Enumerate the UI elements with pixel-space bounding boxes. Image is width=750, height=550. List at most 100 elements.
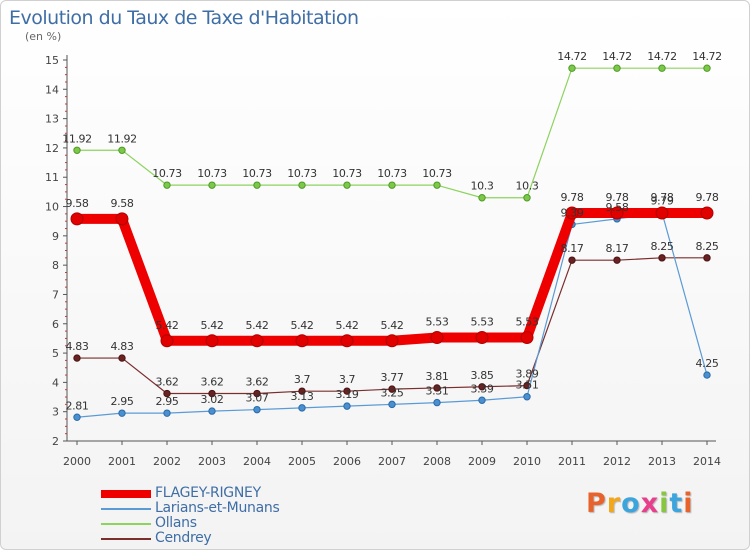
data-label: 10.73	[377, 167, 407, 180]
data-point	[115, 212, 129, 226]
data-point	[208, 181, 216, 189]
legend-swatch	[101, 490, 151, 498]
data-label: 5.42	[201, 319, 224, 332]
data-point	[118, 146, 126, 154]
data-label: 11.92	[62, 132, 92, 145]
data-point	[478, 194, 486, 202]
data-label: 10.73	[422, 167, 452, 180]
data-point	[388, 400, 396, 409]
data-point	[613, 64, 621, 72]
data-label: 10.3	[516, 180, 539, 193]
x-tick-label: 2000	[63, 455, 91, 468]
data-label: 3.62	[246, 376, 269, 389]
legend-swatch	[101, 523, 151, 525]
data-label: 10.73	[332, 167, 362, 180]
data-label: 9.79	[651, 195, 674, 208]
y-tick-label: 6	[52, 318, 59, 331]
data-label: 3.7	[294, 373, 311, 386]
x-tick-label: 2008	[423, 455, 451, 468]
data-label: 10.3	[471, 180, 494, 193]
y-tick-label: 2	[52, 435, 59, 448]
data-point	[208, 389, 216, 398]
data-point	[433, 398, 441, 407]
data-point	[478, 383, 486, 391]
x-tick-label: 2013	[648, 455, 676, 468]
data-point	[703, 254, 711, 262]
data-label: 8.17	[606, 242, 629, 255]
data-label: 5.42	[381, 319, 404, 332]
brand-letter: r	[606, 488, 622, 519]
y-tick-label: 4	[52, 376, 59, 389]
data-label: 5.53	[471, 316, 494, 329]
x-tick-label: 2001	[108, 455, 136, 468]
brand-letter: x	[640, 488, 660, 519]
data-point	[298, 387, 306, 395]
data-label: 3.39	[471, 382, 494, 395]
data-label: 3.62	[201, 376, 224, 389]
x-tick-label: 2005	[288, 455, 316, 468]
data-point	[118, 354, 126, 362]
data-label: 3.89	[516, 368, 539, 381]
y-tick-label: 5	[52, 347, 59, 360]
chart-unit-label: (en %)	[25, 30, 62, 43]
data-point	[655, 206, 669, 220]
data-point	[658, 254, 666, 262]
data-point	[343, 387, 351, 395]
data-label: 9.78	[561, 191, 584, 204]
data-label: 3.13	[291, 390, 314, 403]
legend-swatch	[101, 538, 151, 540]
data-label: 5.53	[426, 316, 449, 329]
data-label: 14.72	[557, 50, 587, 63]
data-point	[250, 334, 264, 348]
data-point	[433, 181, 441, 189]
data-label: 8.25	[696, 240, 719, 253]
data-label: 4.83	[66, 340, 89, 353]
x-tick-label: 2009	[468, 455, 496, 468]
data-point	[565, 206, 579, 220]
data-label: 14.72	[602, 50, 632, 63]
data-label: 3.51	[516, 379, 539, 392]
data-label: 10.73	[197, 167, 227, 180]
data-point	[253, 405, 261, 414]
data-point	[343, 181, 351, 189]
y-tick-label: 11	[45, 171, 59, 184]
data-label: 11.92	[107, 132, 137, 145]
data-point	[298, 181, 306, 189]
data-label: 2.95	[156, 395, 179, 408]
y-tick-label: 12	[45, 142, 59, 155]
x-tick-label: 2006	[333, 455, 361, 468]
legend-label: Cendrey	[155, 530, 212, 546]
data-point	[568, 64, 576, 72]
data-point	[160, 334, 174, 348]
brand-logo: Proxiti	[586, 488, 694, 519]
y-tick-label: 10	[45, 201, 59, 214]
data-point	[613, 256, 621, 264]
data-label: 10.73	[152, 167, 182, 180]
data-label: 5.42	[336, 319, 359, 332]
data-point	[70, 212, 84, 226]
legend-label: Ollans	[155, 515, 197, 531]
y-tick-label: 7	[52, 288, 59, 301]
data-label: 9.78	[651, 191, 674, 204]
data-label: 5.42	[156, 319, 179, 332]
data-label: 2.95	[111, 395, 134, 408]
data-point	[520, 331, 534, 345]
data-label: 3.81	[426, 370, 449, 383]
data-point	[568, 256, 576, 264]
data-label: 3.19	[336, 388, 359, 401]
data-point	[340, 334, 354, 348]
x-tick-label: 2004	[243, 455, 271, 468]
data-point	[475, 331, 489, 345]
data-point	[298, 404, 306, 412]
data-point	[163, 389, 171, 398]
data-label: 14.72	[647, 50, 677, 63]
y-tick-label: 13	[45, 113, 59, 126]
data-point	[73, 354, 81, 362]
data-label: 3.31	[426, 385, 449, 398]
data-label: 5.53	[516, 316, 539, 329]
brand-letter: i	[659, 488, 670, 519]
chart-title: Evolution du Taux de Taxe d'Habitation	[9, 7, 359, 29]
data-label: 10.73	[287, 167, 317, 180]
data-point	[208, 407, 216, 415]
